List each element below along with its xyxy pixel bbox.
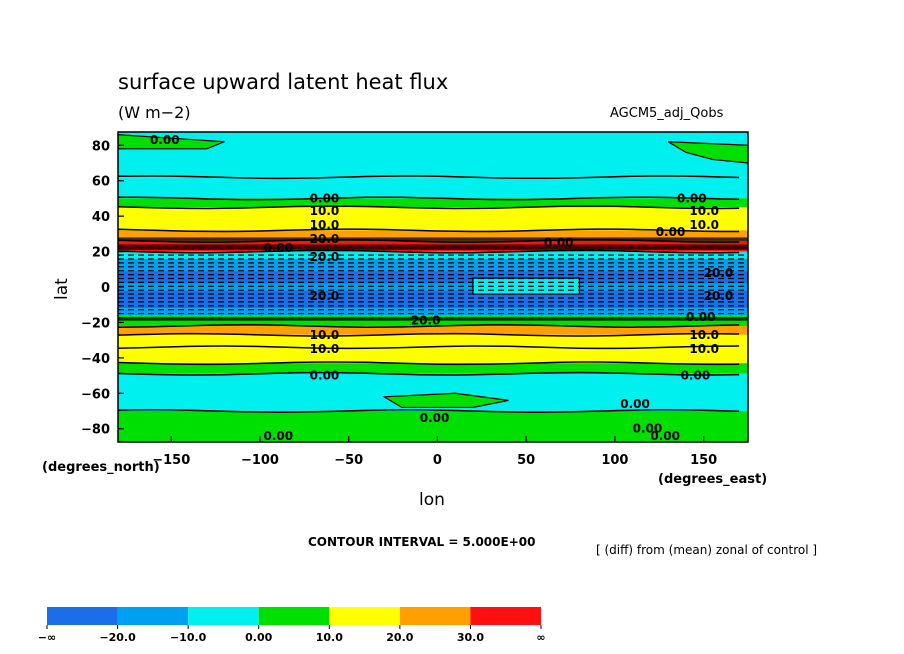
difference-note: [ (diff) from (mean) zonal of control ] [596, 543, 818, 557]
contour-line [118, 175, 740, 180]
chart-title: surface upward latent heat flux [118, 70, 449, 94]
lat-band [118, 325, 748, 335]
contour-label: 10.0 [310, 218, 340, 232]
lat-band [118, 258, 748, 272]
contour-label: 0.00 [420, 411, 450, 425]
contour-label: 0.00 [544, 236, 574, 250]
contour-region [382, 392, 509, 409]
contour-label: 20.0 [411, 314, 441, 328]
contour-label: 0.00 [686, 310, 716, 324]
contour-label: 20.0 [310, 232, 340, 246]
contour-line [118, 324, 740, 328]
contour-cluster [118, 317, 748, 321]
y-tick-label: 40 [92, 210, 110, 225]
lat-band [118, 207, 748, 231]
x-tick-label: 150 [690, 453, 717, 468]
contour-label: 10.0 [689, 342, 719, 356]
x-unit-label: (degrees_east) [658, 472, 768, 487]
contour-label: 10.0 [689, 204, 719, 218]
experiment-label: AGCM5_adj_Qobs [610, 106, 724, 121]
x-tick-label: 100 [601, 453, 628, 468]
contour-label: 0.00 [620, 397, 650, 411]
contour-line [118, 409, 740, 413]
lat-band [118, 177, 748, 199]
x-tick-label: 0 [433, 453, 442, 468]
contour-line [118, 361, 740, 366]
lat-band [118, 411, 748, 442]
chart-units: (W m−2) [118, 103, 191, 122]
x-tick-label: 50 [517, 453, 535, 468]
lat-band [118, 347, 748, 364]
y-tick-label: −20 [81, 316, 110, 331]
contour-label: 0.00 [650, 429, 680, 443]
x-axis-label: lon [419, 490, 445, 510]
contour-label: 0.00 [150, 133, 180, 147]
y-tick-label: 80 [92, 139, 110, 154]
contour-label: 0.00 [310, 369, 340, 383]
contour-label: 10.0 [689, 218, 719, 232]
contour-label: 10.0 [310, 204, 340, 218]
x-tick-label: −150 [152, 453, 190, 468]
contour-label: 0.00 [681, 369, 711, 383]
contour-label: 0.00 [677, 191, 707, 205]
contour-line [118, 345, 740, 350]
y-tick-label: −60 [81, 387, 110, 402]
lat-band [118, 290, 748, 309]
contour-label: 10.0 [689, 328, 719, 342]
lat-band [118, 271, 748, 284]
y-tick-label: −80 [81, 423, 110, 438]
contour-line [118, 205, 740, 210]
lat-band [118, 198, 748, 208]
contour-line [118, 196, 740, 201]
y-tick-label: 20 [92, 246, 110, 261]
contour-label: 10.0 [310, 328, 340, 342]
contour-line [118, 332, 740, 337]
contour-cluster [118, 237, 748, 241]
y-unit-label: (degrees_north) [42, 460, 160, 475]
x-tick-label: −50 [334, 453, 363, 468]
lat-band [118, 283, 748, 291]
contour-label: 0.00 [633, 422, 663, 436]
contour-label: 0.00 [264, 429, 294, 443]
contour-interval-text: CONTOUR INTERVAL = 5.000E+00 [308, 535, 536, 549]
lat-band [118, 363, 748, 374]
contour-label: 20.0 [310, 250, 340, 264]
contour-line [118, 228, 740, 233]
contour-label: 10.0 [310, 342, 340, 356]
contour-label: 20.0 [704, 266, 734, 280]
contour-label: 0.00 [264, 241, 294, 255]
lat-band [118, 334, 748, 348]
y-axis-label: lat [52, 278, 72, 300]
y-tick-label: 60 [92, 175, 110, 190]
contour-label: 0.00 [656, 225, 686, 239]
contour-cluster [118, 244, 748, 250]
lat-band [118, 308, 748, 316]
y-tick-label: −40 [81, 352, 110, 367]
contour-label: 20.0 [704, 289, 734, 303]
contour-line [118, 249, 740, 254]
contour-region [667, 141, 748, 164]
y-tick-label: 0 [101, 281, 110, 296]
lat-band [118, 230, 748, 241]
contour-region [118, 134, 225, 150]
contour-line [118, 371, 740, 376]
x-tick-label: −100 [241, 453, 279, 468]
lat-band [118, 132, 748, 178]
lat-band [118, 315, 748, 326]
contour-label: 0.00 [310, 191, 340, 205]
contour-label: 20.0 [310, 289, 340, 303]
